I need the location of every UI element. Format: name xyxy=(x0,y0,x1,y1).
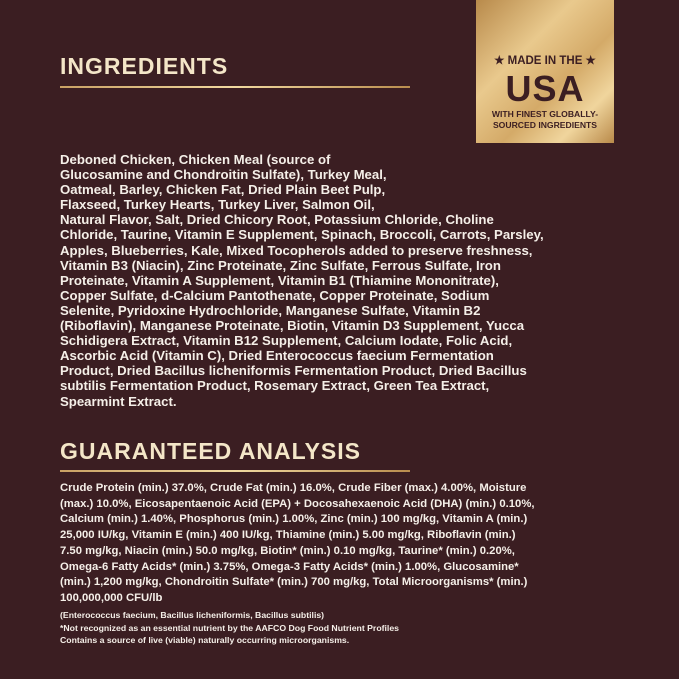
text-line: Spearmint Extract. xyxy=(60,393,177,409)
text-line: Crude Protein (min.) 37.0%, Crude Fat (m… xyxy=(60,482,527,494)
text-line: Selenite, Pyridoxine Hydrochloride, Mang… xyxy=(60,302,481,318)
analysis-divider xyxy=(60,470,410,472)
text-line: 100,000,000 CFU/lb xyxy=(60,591,163,604)
badge-line-3: WITH FINEST GLOBALLY- xyxy=(491,109,599,119)
text-line: Copper Sulfate, d-Calcium Pantothenate, … xyxy=(60,287,490,303)
ingredients-divider xyxy=(60,86,410,88)
text-line: Proteinate, Vitamin A Supplement, Vitami… xyxy=(60,272,499,288)
text-line: 7.50 mg/kg, Niacin (min.) 50.0 mg/kg, Bi… xyxy=(60,544,515,557)
text-line: Calcium (min.) 1.40%, Phosphorus (min.) … xyxy=(60,513,528,526)
text-line: Oatmeal, Barley, Chicken Fat, Dried Plai… xyxy=(60,182,386,198)
text-line: Glucosamine and Chondroitin Sulfate), Tu… xyxy=(60,167,387,183)
text-line: Apples, Blueberries, Kale, Mixed Tocophe… xyxy=(60,242,533,258)
analysis-heading: GUARANTEED ANALYSIS xyxy=(60,438,361,464)
badge-line-1: ★ MADE IN THE ★ xyxy=(494,55,596,67)
text-line: Natural Flavor, Salt, Dried Chicory Root… xyxy=(60,212,494,228)
text-line: Chloride, Taurine, Vitamin E Supplement,… xyxy=(60,227,544,243)
text-line: (Enterococcus faecium, Bacillus lichenif… xyxy=(60,610,325,620)
analysis-text: Crude Protein (min.) 37.0%, Crude Fat (m… xyxy=(60,481,535,607)
text-line: (min.) 1,200 mg/kg, Chondroitin Sulfate*… xyxy=(60,576,528,589)
ingredients-heading: INGREDIENTS xyxy=(60,53,229,79)
text-line: Ascorbic Acid (Vitamin C), Dried Enteroc… xyxy=(60,348,494,364)
text-line: Contains a source of live (viable) natur… xyxy=(60,635,350,646)
made-in-usa-badge: ★ MADE IN THE ★ USA WITH FINEST GLOBALLY… xyxy=(476,0,614,143)
text-line: Vitamin B3 (Niacin), Zinc Proteinate, Zi… xyxy=(60,257,501,273)
badge-subtext: WITH FINEST GLOBALLY- SOURCED INGREDIENT… xyxy=(476,109,614,131)
text-line: Deboned Chicken, Chicken Meal (source of xyxy=(60,152,331,167)
text-line: 25,000 IU/kg, Vitamin E (min.) 400 IU/kg… xyxy=(60,529,516,542)
text-line: Schidigera Extract, Vitamin B12 Suppleme… xyxy=(60,333,513,349)
badge-usa: USA xyxy=(505,68,585,109)
text-line: *Not recognized as an essential nutrient… xyxy=(60,622,400,633)
badge-line-4: SOURCED INGREDIENTS xyxy=(492,120,598,130)
text-line: Flaxseed, Turkey Hearts, Turkey Liver, S… xyxy=(60,197,375,213)
text-line: (Riboflavin), Manganese Proteinate, Biot… xyxy=(60,318,525,334)
text-line: (max.) 10.0%, Eicosapentaenoic Acid (EPA… xyxy=(60,497,535,510)
analysis-notes: (Enterococcus faecium, Bacillus lichenif… xyxy=(60,609,399,647)
text-line: Omega-6 Fatty Acids* (min.) 3.75%, Omega… xyxy=(60,560,519,573)
text-line: Product, Dried Bacillus licheniformis Fe… xyxy=(60,363,527,379)
ingredients-list: Deboned Chicken, Chicken Meal (source of… xyxy=(60,152,544,409)
text-line: subtilis Fermentation Product, Rosemary … xyxy=(60,378,490,394)
